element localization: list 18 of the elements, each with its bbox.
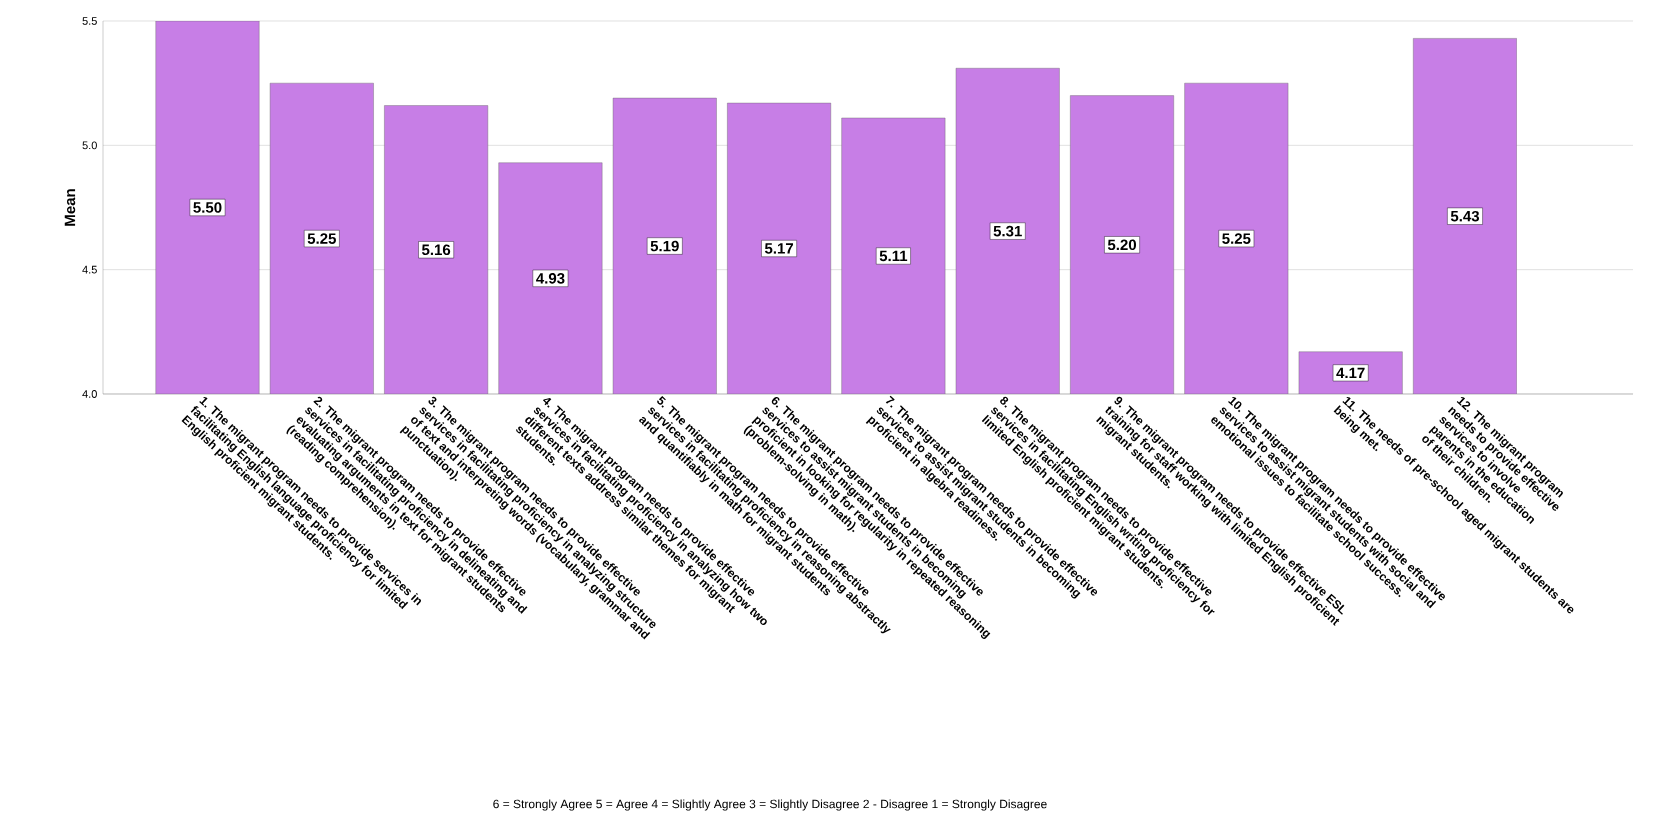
data-label: 5.25 xyxy=(307,233,336,244)
data-label: 5.16 xyxy=(421,244,451,256)
y-tick-label: 5.5 xyxy=(82,17,97,25)
data-label: 5.19 xyxy=(650,240,679,252)
data-label: 5.31 xyxy=(993,225,1022,237)
data-label: 5.50 xyxy=(193,202,222,213)
text: 6 = Strongly Agree 5 = Agree 4 = Slightly Agree 3 = Slightly Disagree 2 - Disagree 1 = Strongly Disagree xyxy=(493,799,1047,811)
y-tick-label: 4.0 xyxy=(82,390,97,398)
data-label: 5.11 xyxy=(879,250,908,262)
data-label: 4.17 xyxy=(1336,367,1365,379)
data-label: 5.17 xyxy=(764,243,794,254)
data-label: 4.93 xyxy=(536,273,565,284)
data-label: 5.43 xyxy=(1450,210,1480,222)
data-label: 5.25 xyxy=(1222,233,1251,244)
y-tick-label: 4.5 xyxy=(82,265,97,274)
y-axis-title: Mean xyxy=(64,189,76,226)
data-label: 5.20 xyxy=(1107,239,1137,251)
y-tick-label: 5.0 xyxy=(82,141,97,150)
